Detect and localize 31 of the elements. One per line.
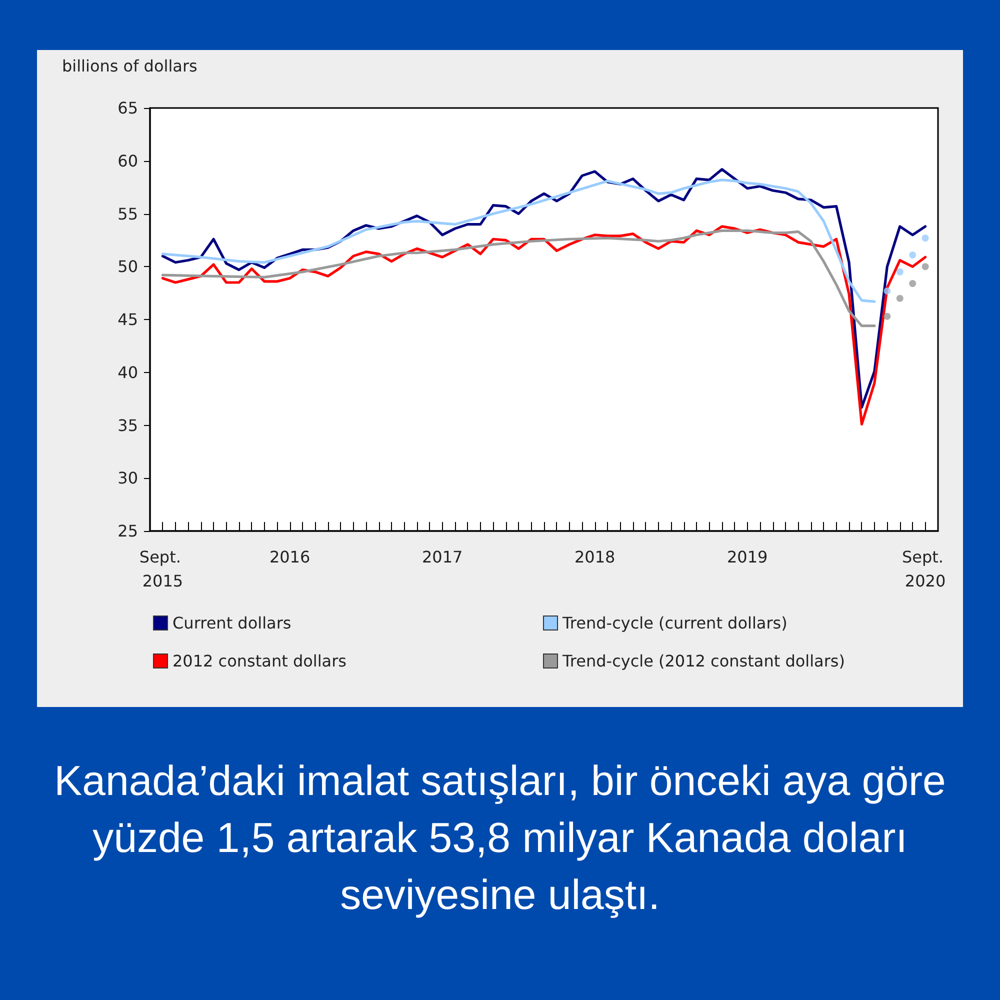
x-tick-label: 2019 (726, 548, 768, 566)
text: Kanada’daki imalat satışları, bir önceki aya göre yüzde 1,5 artarak 53,8 milyar Kanada doları seviyesine ulaştı. (53, 756, 947, 920)
line-series (161, 178, 876, 303)
point (922, 234, 929, 242)
y-tick-label: 25 (118, 522, 138, 540)
legend-label: Trend-cycle (current dollars) (562, 614, 788, 632)
y-tick-label: 35 (118, 416, 138, 435)
point (909, 251, 916, 258)
y-tick-label: 30 (118, 468, 138, 488)
legend-label: Current dollars (172, 614, 292, 632)
x-tick-label: 2018 (574, 548, 616, 566)
point (884, 312, 891, 320)
point (922, 263, 929, 270)
point (909, 280, 916, 288)
y-tick-label: 40 (118, 362, 138, 382)
y-tick-label: 50 (118, 257, 138, 276)
y-tick-label: 55 (118, 204, 138, 224)
y-tick-label: 60 (118, 151, 138, 170)
x-tick-label: 2017 (422, 548, 463, 566)
legend-label: 2012 constant dollars (172, 652, 346, 670)
x-tick-label: 2016 (269, 548, 310, 566)
x-tick-label: Sept. 2020 (902, 548, 949, 590)
line-series (161, 229, 876, 328)
x-tick-label: Sept. 2015 (139, 548, 186, 590)
legend-label: Trend-cycle (2012 constant dollars) (562, 652, 845, 670)
y-tick-label: 45 (118, 310, 138, 329)
point (884, 287, 891, 294)
y-tick-label: 65 (118, 98, 138, 118)
y-axis-title: billions of dollars (62, 56, 198, 76)
point (896, 268, 904, 276)
point (896, 294, 904, 302)
